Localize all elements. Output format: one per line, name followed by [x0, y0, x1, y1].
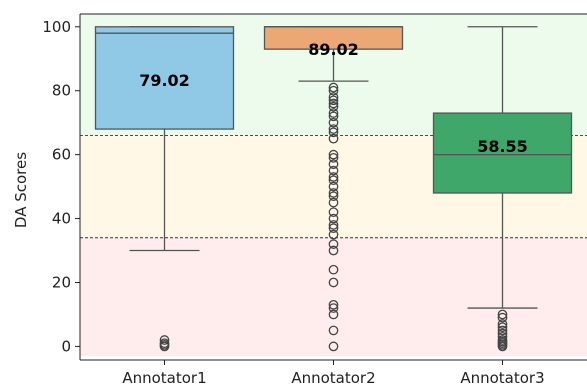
outlier-point [328, 95, 339, 106]
outlier-point [328, 133, 339, 144]
outlier-point [328, 325, 339, 336]
outlier-point [497, 325, 508, 336]
y-tick-label: 40 [52, 210, 71, 228]
outlier-point [328, 85, 339, 96]
outlier-point [328, 223, 339, 233]
box-annotator3: 58.55 [432, 26, 573, 352]
outlier-point [328, 152, 339, 163]
box-body [94, 26, 235, 130]
outlier-point [328, 245, 339, 256]
outlier-point [328, 124, 339, 134]
outlier-point [497, 312, 508, 323]
box-annotator2: 89.02 [263, 26, 404, 352]
outlier-point [328, 165, 339, 176]
outlier-point [328, 188, 339, 198]
outlier-point [328, 300, 339, 310]
outlier-point [328, 82, 339, 93]
outlier-point [328, 111, 339, 122]
x-tick-label: Annotator3 [460, 369, 544, 387]
y-tick-label: 60 [52, 146, 71, 164]
outlier-point [497, 322, 508, 333]
median-label: 89.02 [308, 40, 359, 59]
outlier-point [328, 309, 339, 320]
outlier-point [328, 127, 339, 138]
y-tick-label: 80 [52, 82, 71, 100]
outlier-point [328, 264, 339, 275]
box-body [432, 112, 573, 194]
y-axis-title: DA Scores [12, 152, 30, 228]
outlier-point [328, 191, 339, 202]
outlier-point [497, 309, 508, 320]
axes: 0 20 40 60 80 100 Annotator1 Annotator2 Annotato… [42, 13, 587, 387]
outlier-point [328, 277, 339, 288]
outlier-point [497, 341, 508, 352]
outlier-point [328, 149, 339, 160]
outlier-point [328, 98, 339, 109]
outlier-point [159, 338, 170, 349]
outlier-point [328, 159, 339, 170]
median-label: 58.55 [477, 137, 528, 156]
y-tick-label: 0 [61, 337, 71, 355]
x-tick-label: Annotator2 [291, 369, 375, 387]
median-label: 79.02 [139, 71, 190, 90]
outlier-point [328, 229, 339, 240]
outlier-point [159, 335, 170, 345]
box-series: 79.02 89.02 58.55 [94, 26, 573, 352]
outlier-point [328, 220, 339, 230]
y-tick-label: 100 [42, 18, 71, 36]
outlier-point [328, 92, 339, 102]
outlier-point [328, 303, 339, 313]
outlier-point [328, 101, 339, 112]
background-band [80, 237, 587, 356]
outlier-point [328, 181, 339, 192]
box-annotator1: 79.02 [94, 26, 235, 352]
x-tick-label: Annotator1 [122, 369, 206, 387]
outlier-point [328, 239, 339, 249]
y-tick-label: 20 [52, 273, 71, 291]
outlier-point [328, 341, 339, 352]
outlier-point [328, 207, 339, 218]
outlier-point [328, 117, 339, 128]
outlier-point [497, 319, 508, 329]
outlier-point [328, 213, 339, 224]
outlier-point [328, 108, 339, 118]
outlier-point [328, 175, 339, 186]
outlier-point [328, 197, 339, 208]
outlier-point [328, 172, 339, 182]
